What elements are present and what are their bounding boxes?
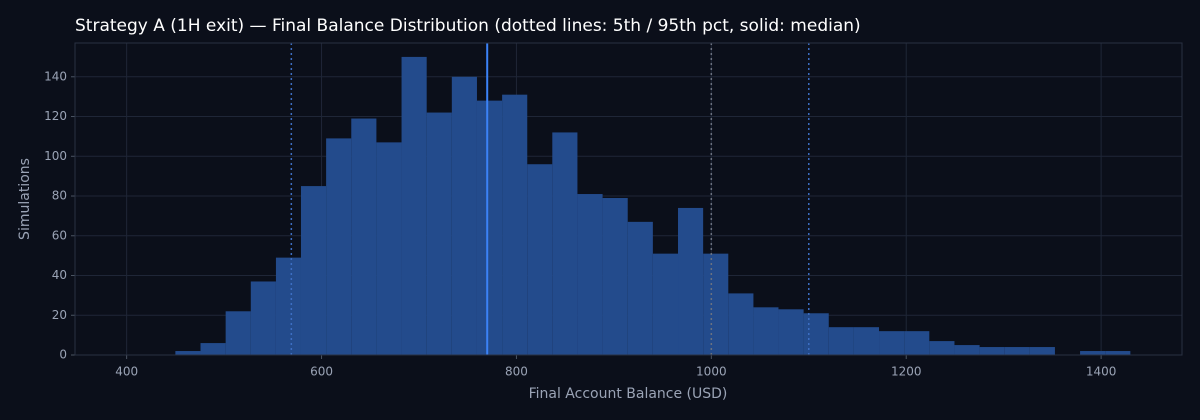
x-tick-label: 800 xyxy=(505,365,528,379)
x-tick-label: 400 xyxy=(115,365,138,379)
bar xyxy=(753,307,779,355)
y-tick-label: 40 xyxy=(52,268,67,282)
bar xyxy=(225,311,251,355)
bar xyxy=(602,198,628,355)
bar xyxy=(979,347,1005,355)
bar xyxy=(879,331,905,355)
bar xyxy=(527,164,553,355)
x-tick-label: 1200 xyxy=(891,365,922,379)
bar xyxy=(1105,351,1131,355)
bar xyxy=(678,207,704,355)
plot-frame xyxy=(74,42,1183,356)
bar xyxy=(954,345,980,355)
bar xyxy=(552,132,578,355)
x-axis-label: Final Account Balance (USD) xyxy=(529,386,728,402)
bar xyxy=(803,313,829,355)
bar xyxy=(275,257,301,355)
bar xyxy=(778,309,804,355)
bar xyxy=(200,343,226,355)
bar xyxy=(300,186,327,355)
bar xyxy=(326,138,352,355)
chart-title: Strategy A (1H exit) — Final Balance Dis… xyxy=(75,16,861,36)
bar xyxy=(476,100,503,355)
bar xyxy=(376,142,402,355)
bar xyxy=(1004,347,1030,355)
bar xyxy=(828,327,854,355)
y-tick-label: 140 xyxy=(44,69,67,83)
y-tick-label: 120 xyxy=(44,109,67,123)
bar xyxy=(703,253,729,355)
y-tick-label: 80 xyxy=(52,189,67,203)
y-tick-label: 0 xyxy=(59,348,67,362)
y-tick-label: 20 xyxy=(52,308,67,322)
bar xyxy=(451,76,477,355)
bar xyxy=(1080,351,1106,355)
bar xyxy=(250,281,276,355)
bar xyxy=(652,253,679,355)
bar xyxy=(401,56,427,355)
bar xyxy=(929,341,955,355)
bar xyxy=(728,293,754,355)
y-tick-label: 60 xyxy=(52,228,67,242)
y-tick-label: 100 xyxy=(44,149,67,163)
bar xyxy=(426,112,452,355)
bar xyxy=(351,118,377,355)
bar xyxy=(904,331,930,355)
x-tick-label: 600 xyxy=(310,365,333,379)
x-tick-label: 1000 xyxy=(696,365,727,379)
bar xyxy=(175,351,201,355)
x-tick-label: 1400 xyxy=(1086,365,1117,379)
bar xyxy=(1029,347,1055,355)
y-axis-label: Simulations xyxy=(17,158,33,240)
bar xyxy=(502,94,528,355)
bar xyxy=(577,194,603,355)
bar xyxy=(853,327,880,355)
bar xyxy=(627,221,653,355)
